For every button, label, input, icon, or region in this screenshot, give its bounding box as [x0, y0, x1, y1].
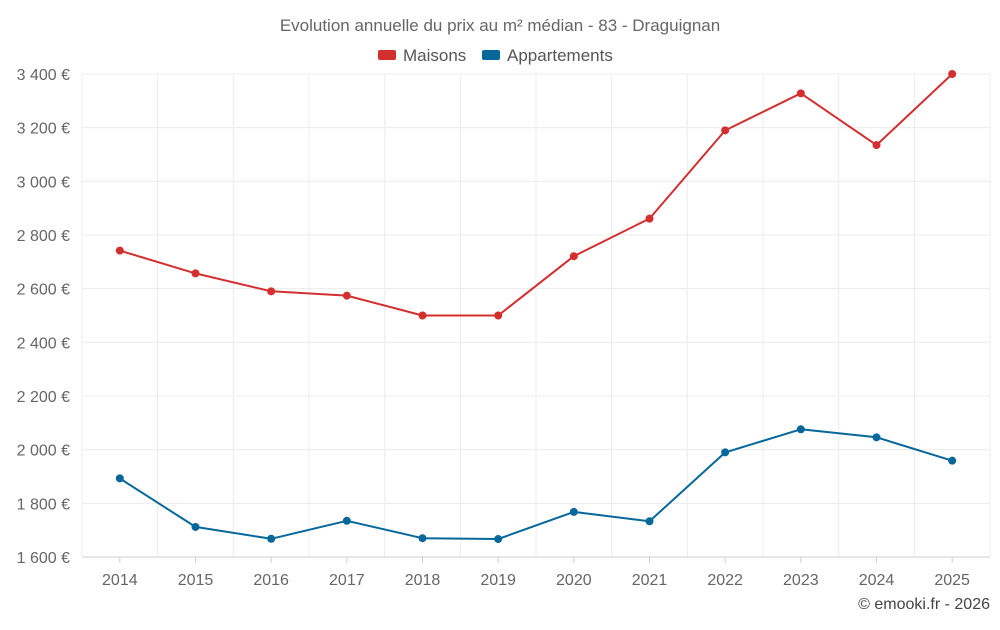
data-point-maisons[interactable] — [569, 252, 578, 261]
data-point-maisons[interactable] — [267, 287, 276, 296]
y-tick-label: 2 600 € — [17, 282, 70, 299]
x-tick-label: 2016 — [253, 572, 289, 589]
data-point-maisons[interactable] — [115, 246, 124, 255]
data-point-appartements[interactable] — [948, 456, 957, 465]
y-tick-label: 3 400 € — [17, 67, 70, 84]
credit-text: © emooki.fr - 2026 — [858, 596, 990, 613]
y-tick-label: 3 000 € — [17, 174, 70, 191]
x-tick-label: 2017 — [329, 572, 365, 589]
y-tick-label: 1 800 € — [17, 496, 70, 513]
legend-swatch-appartements — [482, 50, 500, 60]
legend: Maisons Appartements — [378, 46, 613, 65]
data-point-maisons[interactable] — [948, 70, 957, 78]
data-point-maisons[interactable] — [645, 214, 654, 223]
data-point-appartements[interactable] — [796, 425, 805, 434]
x-axis: 2014 2015 2016 2017 2018 2019 2020 2021 2022 2023… — [82, 556, 990, 589]
x-tick-label: 2023 — [783, 572, 819, 589]
data-point-maisons[interactable] — [796, 89, 805, 98]
x-tick-label: 2020 — [556, 572, 592, 589]
legend-label-appartements: Appartements — [507, 46, 613, 65]
series-line-appartements — [119, 428, 953, 540]
y-tick-label: 2 400 € — [17, 335, 70, 352]
series-line-maisons — [119, 73, 953, 317]
data-point-maisons[interactable] — [191, 269, 200, 278]
data-point-appartements[interactable] — [872, 433, 881, 442]
x-tick-label: 2021 — [632, 572, 668, 589]
data-point-maisons[interactable] — [721, 126, 730, 135]
data-point-appartements[interactable] — [569, 507, 578, 516]
x-tick-label: 2022 — [707, 572, 743, 589]
data-point-appartements[interactable] — [721, 448, 730, 457]
data-point-maisons[interactable] — [494, 311, 503, 320]
data-point-appartements[interactable] — [494, 535, 503, 544]
x-tick-label: 2019 — [480, 572, 516, 589]
x-tick-label: 2018 — [405, 572, 441, 589]
y-tick-label: 3 200 € — [17, 121, 70, 138]
chart-title: Evolution annuelle du prix au m² médian … — [280, 16, 720, 35]
data-point-appartements[interactable] — [115, 474, 124, 483]
y-tick-label: 2 200 € — [17, 389, 70, 406]
data-point-appartements[interactable] — [267, 534, 276, 543]
grid — [81, 73, 991, 557]
data-point-maisons[interactable] — [342, 291, 351, 300]
legend-swatch-maisons — [378, 50, 396, 60]
series — [115, 70, 957, 544]
y-tick-label: 1 600 € — [17, 550, 70, 567]
x-tick-label: 2015 — [178, 572, 214, 589]
y-tick-label: 2 800 € — [17, 228, 70, 245]
data-point-appartements[interactable] — [191, 522, 200, 531]
data-point-appartements[interactable] — [645, 517, 654, 526]
x-tick-label: 2024 — [859, 572, 895, 589]
legend-item-maisons[interactable]: Maisons — [378, 46, 466, 65]
legend-item-appartements[interactable]: Appartements — [482, 46, 613, 65]
data-point-appartements[interactable] — [418, 534, 427, 543]
data-point-maisons[interactable] — [418, 311, 427, 320]
y-axis: 1 600 € 1 800 € 2 000 € 2 200 € 2 400 € 2 600… — [17, 67, 70, 567]
data-point-maisons[interactable] — [872, 141, 881, 150]
y-tick-label: 2 000 € — [17, 443, 70, 460]
x-tick-label: 2014 — [102, 572, 138, 589]
x-tick-label: 2025 — [934, 572, 970, 589]
data-point-appartements[interactable] — [342, 516, 351, 525]
legend-label-maisons: Maisons — [403, 46, 466, 65]
